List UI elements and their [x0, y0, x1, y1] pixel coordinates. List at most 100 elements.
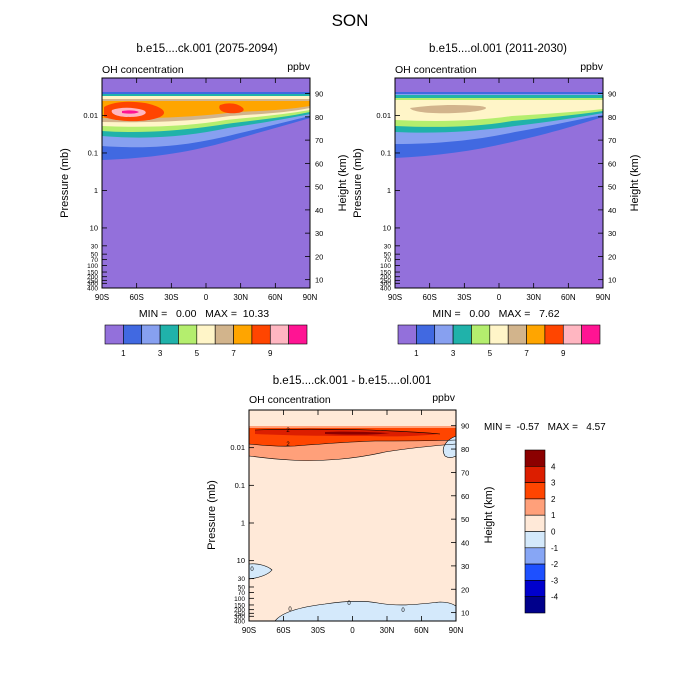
panel-1-y2-tick-label: 90: [315, 90, 323, 99]
panel-2-y-tick-label: 30: [384, 243, 392, 250]
panel-3-y-tick-label: 150: [234, 602, 245, 609]
panel-2-x-tick-label: 90N: [596, 293, 611, 302]
panel-1-y-tick-label: 200: [87, 274, 98, 281]
panel-2-x-tick-label: 60N: [561, 293, 576, 302]
panel-3-x-tick-label: 60S: [276, 626, 290, 635]
panel-2-variable-label: OH concentration: [395, 64, 477, 76]
panel-2-y-tick-label: 200: [380, 274, 391, 281]
panel-1-colorbar-box: [196, 324, 216, 345]
panel-3-y-tick-label: 0.1: [235, 481, 245, 490]
panel-1-colorbar-box: [123, 324, 143, 345]
panel-2-colorbar-label: 9: [561, 349, 566, 358]
panel-3-colorbar-box: [524, 449, 546, 467]
panel-1-colorbar: 1 3 5 7 9: [104, 324, 308, 358]
panel-3-contour-label-1: 2: [286, 428, 290, 434]
panel-2-colorbar-box: [507, 324, 527, 345]
panel-2-x-tick-label: 90S: [388, 293, 402, 302]
panel-1-band-top-1: [102, 92, 310, 94]
panel-2-y-tick-label: 10: [383, 223, 391, 232]
panel-3-colorbar-label: 1: [551, 511, 556, 520]
panel-1-colorbar-box: [104, 324, 124, 345]
panel-2-colorbar-label: 3: [451, 349, 456, 358]
panel-3-colorbar-box: [524, 580, 546, 598]
panel-3-y-tick-label: 30: [238, 576, 246, 583]
panel-3-colorbar-box: [524, 547, 546, 565]
panel-1: b.e15....ck.001 (2075-2094) OH concentra…: [59, 43, 349, 358]
panel-3-colorbar-label: 3: [551, 479, 556, 488]
panel-2-colorbar-box: [397, 324, 417, 345]
panel-3-x-tick-label: 60N: [414, 626, 429, 635]
panel-1-y-axis-label: Pressure (mb): [59, 148, 71, 218]
panel-3-contour-field: 2 2 0 0 0 0: [248, 410, 457, 622]
panel-3-y-tick-label: 10: [237, 556, 245, 565]
panel-3-y2-tick-label: 10: [461, 609, 469, 618]
panel-3-variable-label: OH concentration: [249, 394, 331, 406]
panel-1-x-axis: 90S 60S 30S 0 30N 60N 90N: [95, 78, 318, 302]
panel-1-y-tick-label: 1: [94, 186, 98, 195]
panel-1-band-top-5: [102, 96, 310, 99]
panel-1-y2-axis-label: Height (km): [337, 155, 349, 212]
panel-1-y2-tick-label: 50: [315, 183, 323, 192]
panel-2-band-top-1: [395, 92, 603, 94]
panel-1-y-tick-label: 250: [87, 278, 98, 285]
panel-3-title: b.e15....ck.001 - b.e15....ol.001: [273, 375, 432, 387]
panel-1-y2-tick-label: 60: [315, 159, 323, 168]
panel-1-colorbar-label: 7: [231, 349, 236, 358]
panel-1-band-top-0: [102, 78, 310, 92]
panel-1-colorbar-box: [288, 324, 308, 345]
panel-2-y2-tick-label: 90: [608, 90, 616, 99]
panel-1-contour-field: [102, 78, 310, 288]
panel-3-colorbar-label: -3: [551, 576, 559, 585]
panel-3-y2-axis: 90 80 70 60 50 40 30 20 10: [451, 422, 469, 618]
panel-2-colorbar-box: [416, 324, 436, 345]
panel-3-y2-tick-label: 80: [461, 445, 469, 454]
panel-2-colorbar-label: 1: [414, 349, 419, 358]
panel-1-units-label: ppbv: [287, 61, 311, 73]
panel-1-colorbar-label: 3: [158, 349, 163, 358]
panel-1-y-tick-label: 30: [91, 243, 99, 250]
panel-3-colorbar-box: [524, 563, 546, 581]
panel-2-colorbar: 1 3 5 7 9: [397, 324, 601, 358]
panel-2-y2-tick-label: 70: [608, 136, 616, 145]
panel-3-y2-tick-label: 70: [461, 468, 469, 477]
panel-3-y-tick-label: 250: [234, 611, 245, 618]
panel-3-y2-axis-label: Height (km): [483, 487, 495, 544]
panel-3-colorbar-label: -1: [551, 544, 559, 553]
panel-1-y2-tick-label: 10: [315, 276, 323, 285]
panel-2-y-tick-label: 0.01: [376, 111, 391, 120]
panel-1-x-tick-label: 60N: [268, 293, 283, 302]
panel-2-colorbar-box: [562, 324, 582, 345]
panel-1-y-tick-label: 0.01: [83, 111, 98, 120]
panel-2-y-tick-label: 1: [387, 186, 391, 195]
panel-2-band-top-3: [395, 95, 603, 97]
panel-1-y-tick-label: 100: [87, 263, 98, 270]
panel-3-x-tick-label: 90N: [449, 626, 464, 635]
panel-2-colorbar-label: 5: [488, 349, 493, 358]
panel-3-contour-label-6: 0: [401, 608, 405, 614]
panel-1-colorbar-box: [269, 324, 289, 345]
panel-1-colorbar-box: [159, 324, 179, 345]
panel-2-y-tick-label: 250: [380, 278, 391, 285]
panel-1-y2-tick-label: 30: [315, 229, 323, 238]
panel-3-units-label: ppbv: [432, 392, 456, 404]
panel-3-colorbar-label: 0: [551, 528, 556, 537]
panel-3-y-tick-label: 1: [241, 518, 245, 527]
panel-3-y2-tick-label: 40: [461, 539, 469, 548]
panel-2-y2-tick-label: 40: [608, 206, 616, 215]
panel-3-colorbar-label: -2: [551, 560, 559, 569]
panel-2-colorbar-box: [434, 324, 454, 345]
panel-3-y2-tick-label: 30: [461, 562, 469, 571]
panel-2-colorbar-box: [452, 324, 472, 345]
panel-3-colorbar-label: 4: [551, 462, 556, 471]
panel-3-colorbar-label: 2: [551, 495, 556, 504]
panel-2-y2-axis-label: Height (km): [629, 155, 641, 212]
panel-3-neg-upper-right: [443, 436, 456, 458]
panel-2-y-tick-label: 400: [380, 286, 391, 293]
panel-1-colorbar-box: [233, 324, 253, 345]
panel-1-y-tick-label: 10: [90, 223, 98, 232]
panel-2-y2-tick-label: 80: [608, 113, 616, 122]
panel-2-colorbar-box: [544, 324, 564, 345]
panel-2-contour-field: [395, 78, 603, 288]
